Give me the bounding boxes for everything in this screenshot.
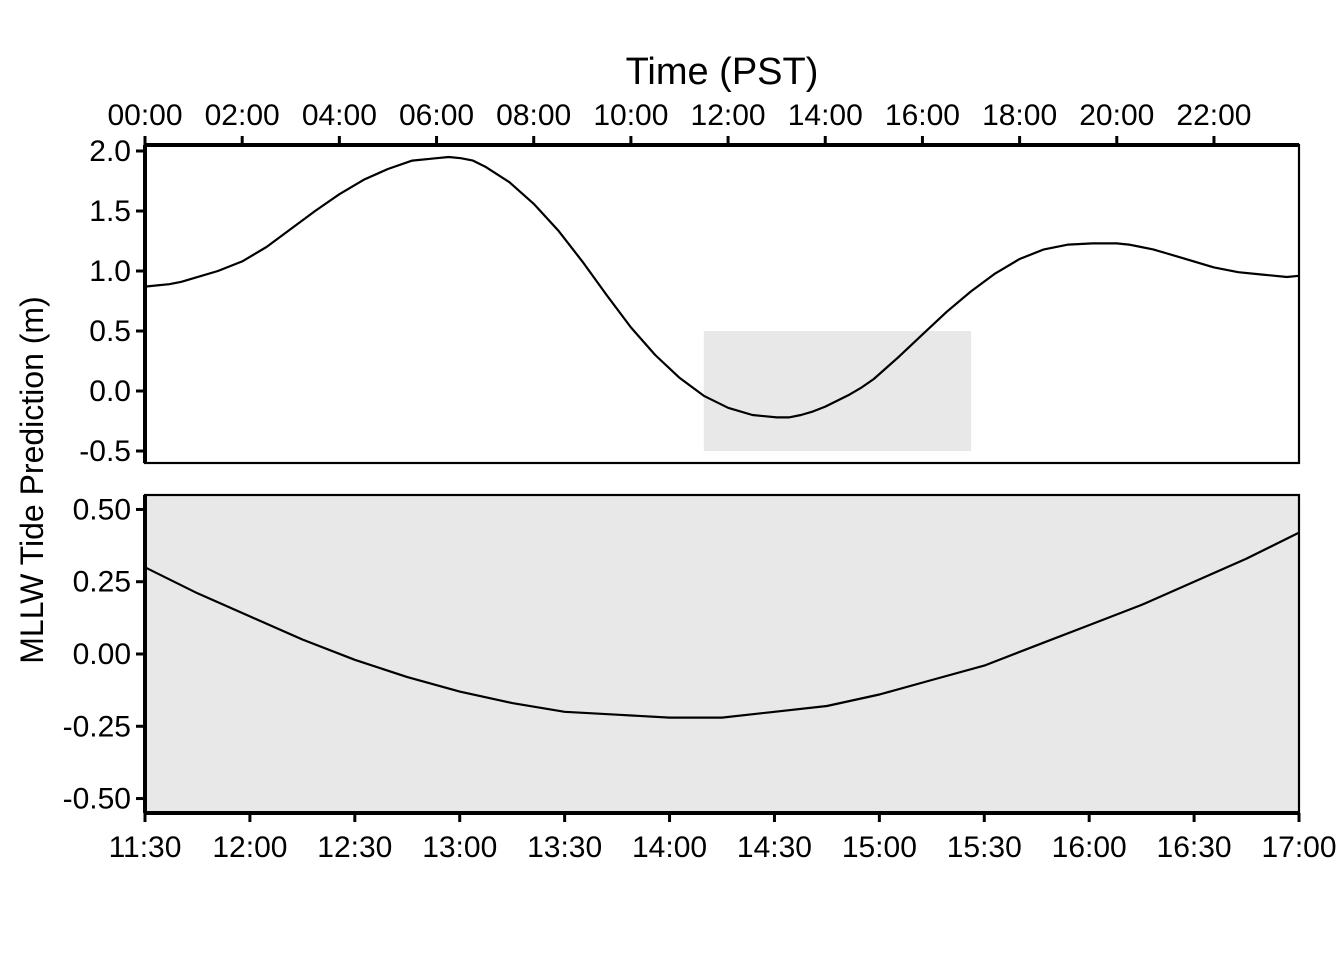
y-tick-label: -0.25 [63,710,131,743]
x-tick-label: 13:30 [527,831,602,864]
x-tick-label: 14:00 [788,99,863,132]
x-tick-label: 14:30 [737,831,812,864]
tide-series-line [144,531,1300,719]
x-tick-label: 22:00 [1176,99,1251,132]
y-tick-label: 1.5 [89,195,131,228]
plot-area [145,495,1299,813]
x-tick-label: 15:00 [842,831,917,864]
x-tick-label: 13:00 [422,831,497,864]
y-tick-label: 0.5 [89,315,131,348]
x-tick-label: 20:00 [1079,99,1154,132]
y-tick-label: 0.0 [89,375,131,408]
x-axis-title: Time (PST) [626,51,819,93]
x-tick-label: 12:30 [317,831,392,864]
full-day-panel: 2.0 1.5 1.0 0.5 0.0 -0.5 00:00 02:00 04:00 06:00 0… [79,99,1301,468]
y-tick-label: -0.50 [63,783,131,816]
zoom-panel: 0.50 0.25 0.00 -0.25 -0.50 11:30 12:00 12:30 13:… [63,493,1337,864]
y-tick-label: 0.25 [73,566,131,599]
y-tick-label: 0.00 [73,638,131,671]
x-tick-label: 08:00 [496,99,571,132]
x-tick-label: 00:00 [107,99,182,132]
zoom-highlight-region [703,331,972,451]
x-tick-label: 16:00 [885,99,960,132]
x-tick-label: 16:00 [1052,831,1127,864]
y-axis-title: MLLW Tide Prediction (m) [14,296,50,664]
x-tick-label: 04:00 [302,99,377,132]
y-tick-label: 1.0 [89,255,131,288]
x-tick-label: 18:00 [982,99,1057,132]
x-tick-label: 14:00 [632,831,707,864]
x-tick-label: 12:00 [691,99,766,132]
tide-series-line [144,155,1300,419]
y-tick-label: -0.5 [79,435,131,468]
x-tick-label: 11:30 [109,831,182,864]
x-tick-label: 16:30 [1157,831,1232,864]
x-tick-label: 17:00 [1261,831,1336,864]
x-tick-label: 12:00 [212,831,287,864]
x-tick-label: 10:00 [593,99,668,132]
x-tick-label: 06:00 [399,99,474,132]
x-tick-label: 02:00 [205,99,280,132]
x-tick-label: 15:30 [947,831,1022,864]
y-tick-label: 0.50 [73,493,131,526]
y-tick-label: 2.0 [89,135,131,168]
